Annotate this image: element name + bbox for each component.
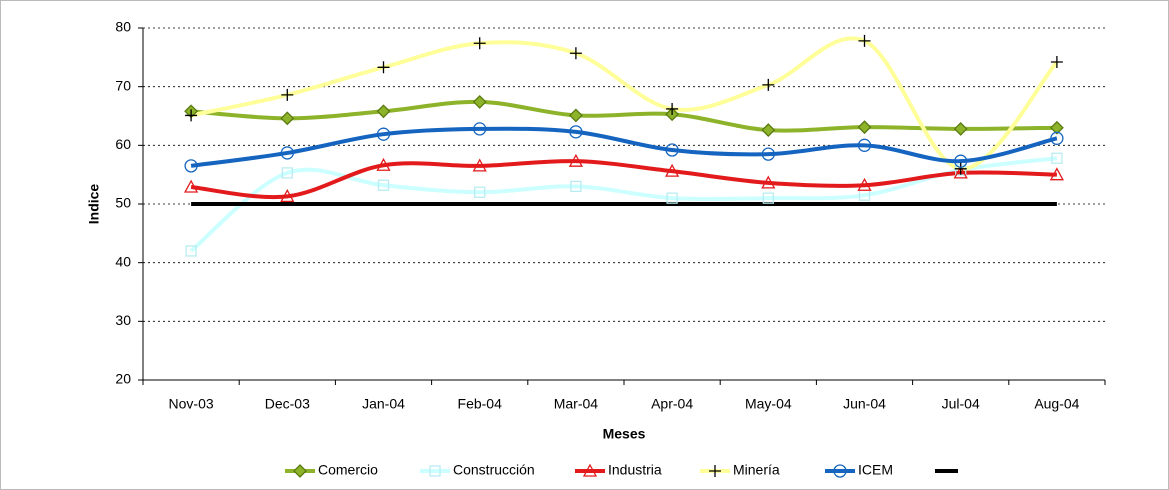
marker — [857, 120, 872, 135]
x-axis-title: Meses — [603, 426, 646, 442]
marker — [954, 162, 967, 175]
marker — [666, 102, 679, 115]
marker — [568, 153, 583, 167]
marker — [570, 180, 582, 193]
marker — [761, 147, 775, 161]
y-tick-label: 40 — [115, 253, 131, 269]
x-tick-label: Feb-04 — [458, 396, 503, 412]
marker — [665, 163, 680, 177]
marker — [293, 464, 307, 478]
series-line — [190, 99, 1057, 133]
y-tick-label: 20 — [115, 371, 131, 387]
marker — [281, 167, 293, 179]
y-tick-label: 70 — [115, 77, 131, 93]
y-tick-label: 50 — [115, 195, 131, 211]
legend-label: ICEM — [858, 462, 893, 478]
marker — [1050, 56, 1063, 69]
marker — [280, 146, 294, 160]
marker — [472, 158, 487, 172]
y-tick-label: 30 — [115, 312, 131, 328]
x-tick-label: Mar-04 — [554, 396, 599, 412]
series-line — [190, 126, 1058, 168]
x-tick-label: Aug-04 — [1034, 396, 1079, 412]
marker — [472, 95, 487, 109]
marker — [1050, 131, 1064, 145]
marker — [833, 464, 847, 478]
marker — [666, 192, 678, 204]
marker — [1049, 167, 1064, 181]
marker — [1049, 120, 1064, 135]
marker — [376, 157, 391, 171]
marker — [280, 111, 295, 126]
marker — [473, 122, 487, 136]
marker — [857, 138, 872, 152]
marker — [185, 109, 198, 122]
y-tick-label: 60 — [115, 136, 131, 152]
marker — [762, 192, 774, 204]
series-line — [190, 159, 1057, 200]
marker — [376, 104, 391, 119]
series-line — [189, 156, 1058, 253]
legend-label: Minería — [733, 462, 780, 478]
marker — [953, 121, 968, 136]
marker — [569, 125, 583, 139]
marker — [761, 123, 776, 137]
marker — [665, 143, 679, 157]
x-tick-label: Dec-03 — [265, 396, 310, 412]
marker — [1051, 152, 1063, 164]
marker — [569, 47, 582, 60]
series-line — [190, 36, 1059, 171]
x-tick-label: Nov-03 — [169, 396, 214, 412]
marker — [473, 37, 486, 50]
marker — [857, 177, 872, 191]
marker — [709, 465, 721, 477]
y-axis-title: Indice — [86, 184, 102, 225]
marker — [281, 88, 294, 101]
marker — [858, 34, 871, 47]
marker — [280, 189, 295, 203]
marker — [954, 154, 968, 168]
x-tick-label: Jul-04 — [942, 396, 980, 412]
legend-label: Construcción — [453, 462, 535, 478]
marker — [762, 78, 775, 91]
x-tick-label: Apr-04 — [651, 396, 693, 412]
x-tick-label: Jan-04 — [362, 396, 405, 412]
marker — [185, 245, 197, 257]
marker — [568, 108, 583, 123]
marker — [184, 159, 198, 173]
marker — [376, 127, 391, 141]
x-tick-label: May-04 — [745, 396, 792, 412]
x-tick-label: Jun-04 — [843, 396, 886, 412]
legend-label: Industria — [608, 462, 662, 478]
marker — [184, 179, 199, 193]
marker — [429, 465, 441, 477]
marker — [377, 61, 390, 74]
y-tick-label: 80 — [115, 19, 131, 35]
marker — [377, 179, 390, 191]
legend: Comercio Construcción Industria Minería ICEM… — [285, 462, 958, 478]
marker — [582, 463, 598, 477]
marker — [474, 186, 486, 198]
legend-label: Comercio — [318, 462, 378, 478]
marker — [761, 175, 776, 189]
marker — [953, 165, 968, 179]
